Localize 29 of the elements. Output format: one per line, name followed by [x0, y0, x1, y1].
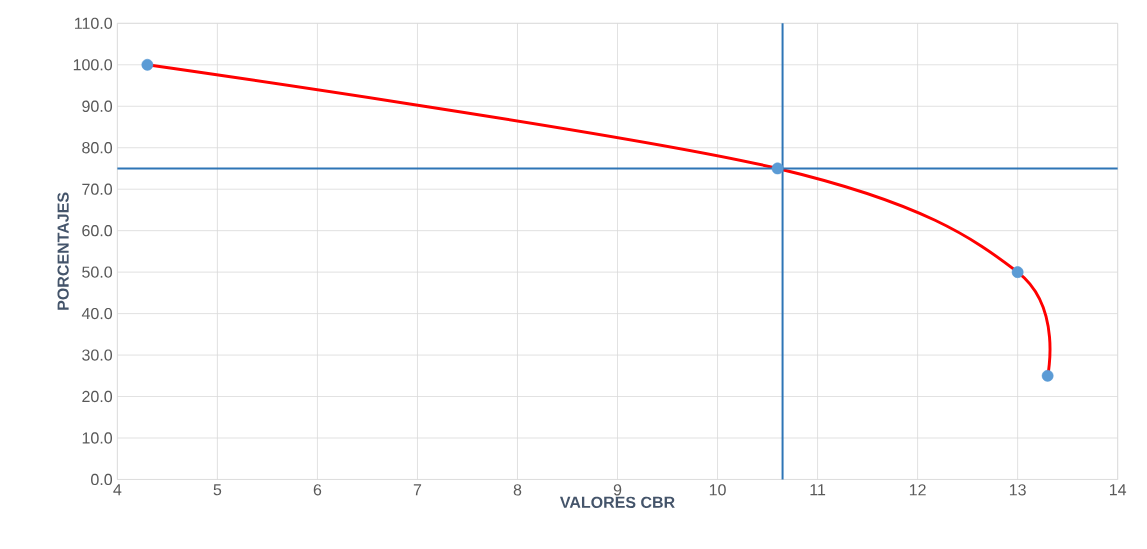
y-tick-label: 30.0	[82, 349, 113, 361]
x-tick-label: 12	[909, 483, 926, 496]
y-tick-label: 70.0	[82, 183, 113, 195]
x-tick-label: 8	[513, 483, 522, 496]
point	[1011, 266, 1024, 278]
y-tick-label: 60.0	[82, 224, 113, 237]
y-tick-label: 100.0	[73, 58, 113, 71]
x-tick-label: 9	[613, 483, 622, 496]
point	[771, 162, 784, 175]
y-tick-label: 90.0	[82, 100, 113, 112]
x-axis-title: VALORES CBR	[559, 496, 675, 508]
y-axis-title: PORCENTAJES	[57, 192, 69, 310]
y-tick-label: 80.0	[82, 141, 113, 154]
x-tick-label: 10	[709, 483, 726, 496]
point	[1041, 369, 1054, 382]
y-tick-label: 110.0	[75, 17, 113, 29]
x-tick-label: 11	[810, 483, 826, 495]
x-tick-label: 14	[1109, 483, 1127, 495]
y-tick-label: 0.0	[91, 473, 113, 485]
x-tick-label: 13	[1009, 483, 1026, 496]
x-tick-label: 7	[413, 483, 422, 495]
x-tick-label: 5	[213, 483, 222, 496]
y-tick-label: 10.0	[82, 432, 113, 444]
point	[141, 58, 154, 71]
x-tick-label: 4	[113, 483, 122, 495]
y-tick-label: 40.0	[81, 307, 113, 320]
y-tick-label: 20.0	[82, 390, 113, 402]
y-tick-label: 50.0	[82, 266, 113, 278]
x-tick-label: 6	[313, 483, 322, 496]
